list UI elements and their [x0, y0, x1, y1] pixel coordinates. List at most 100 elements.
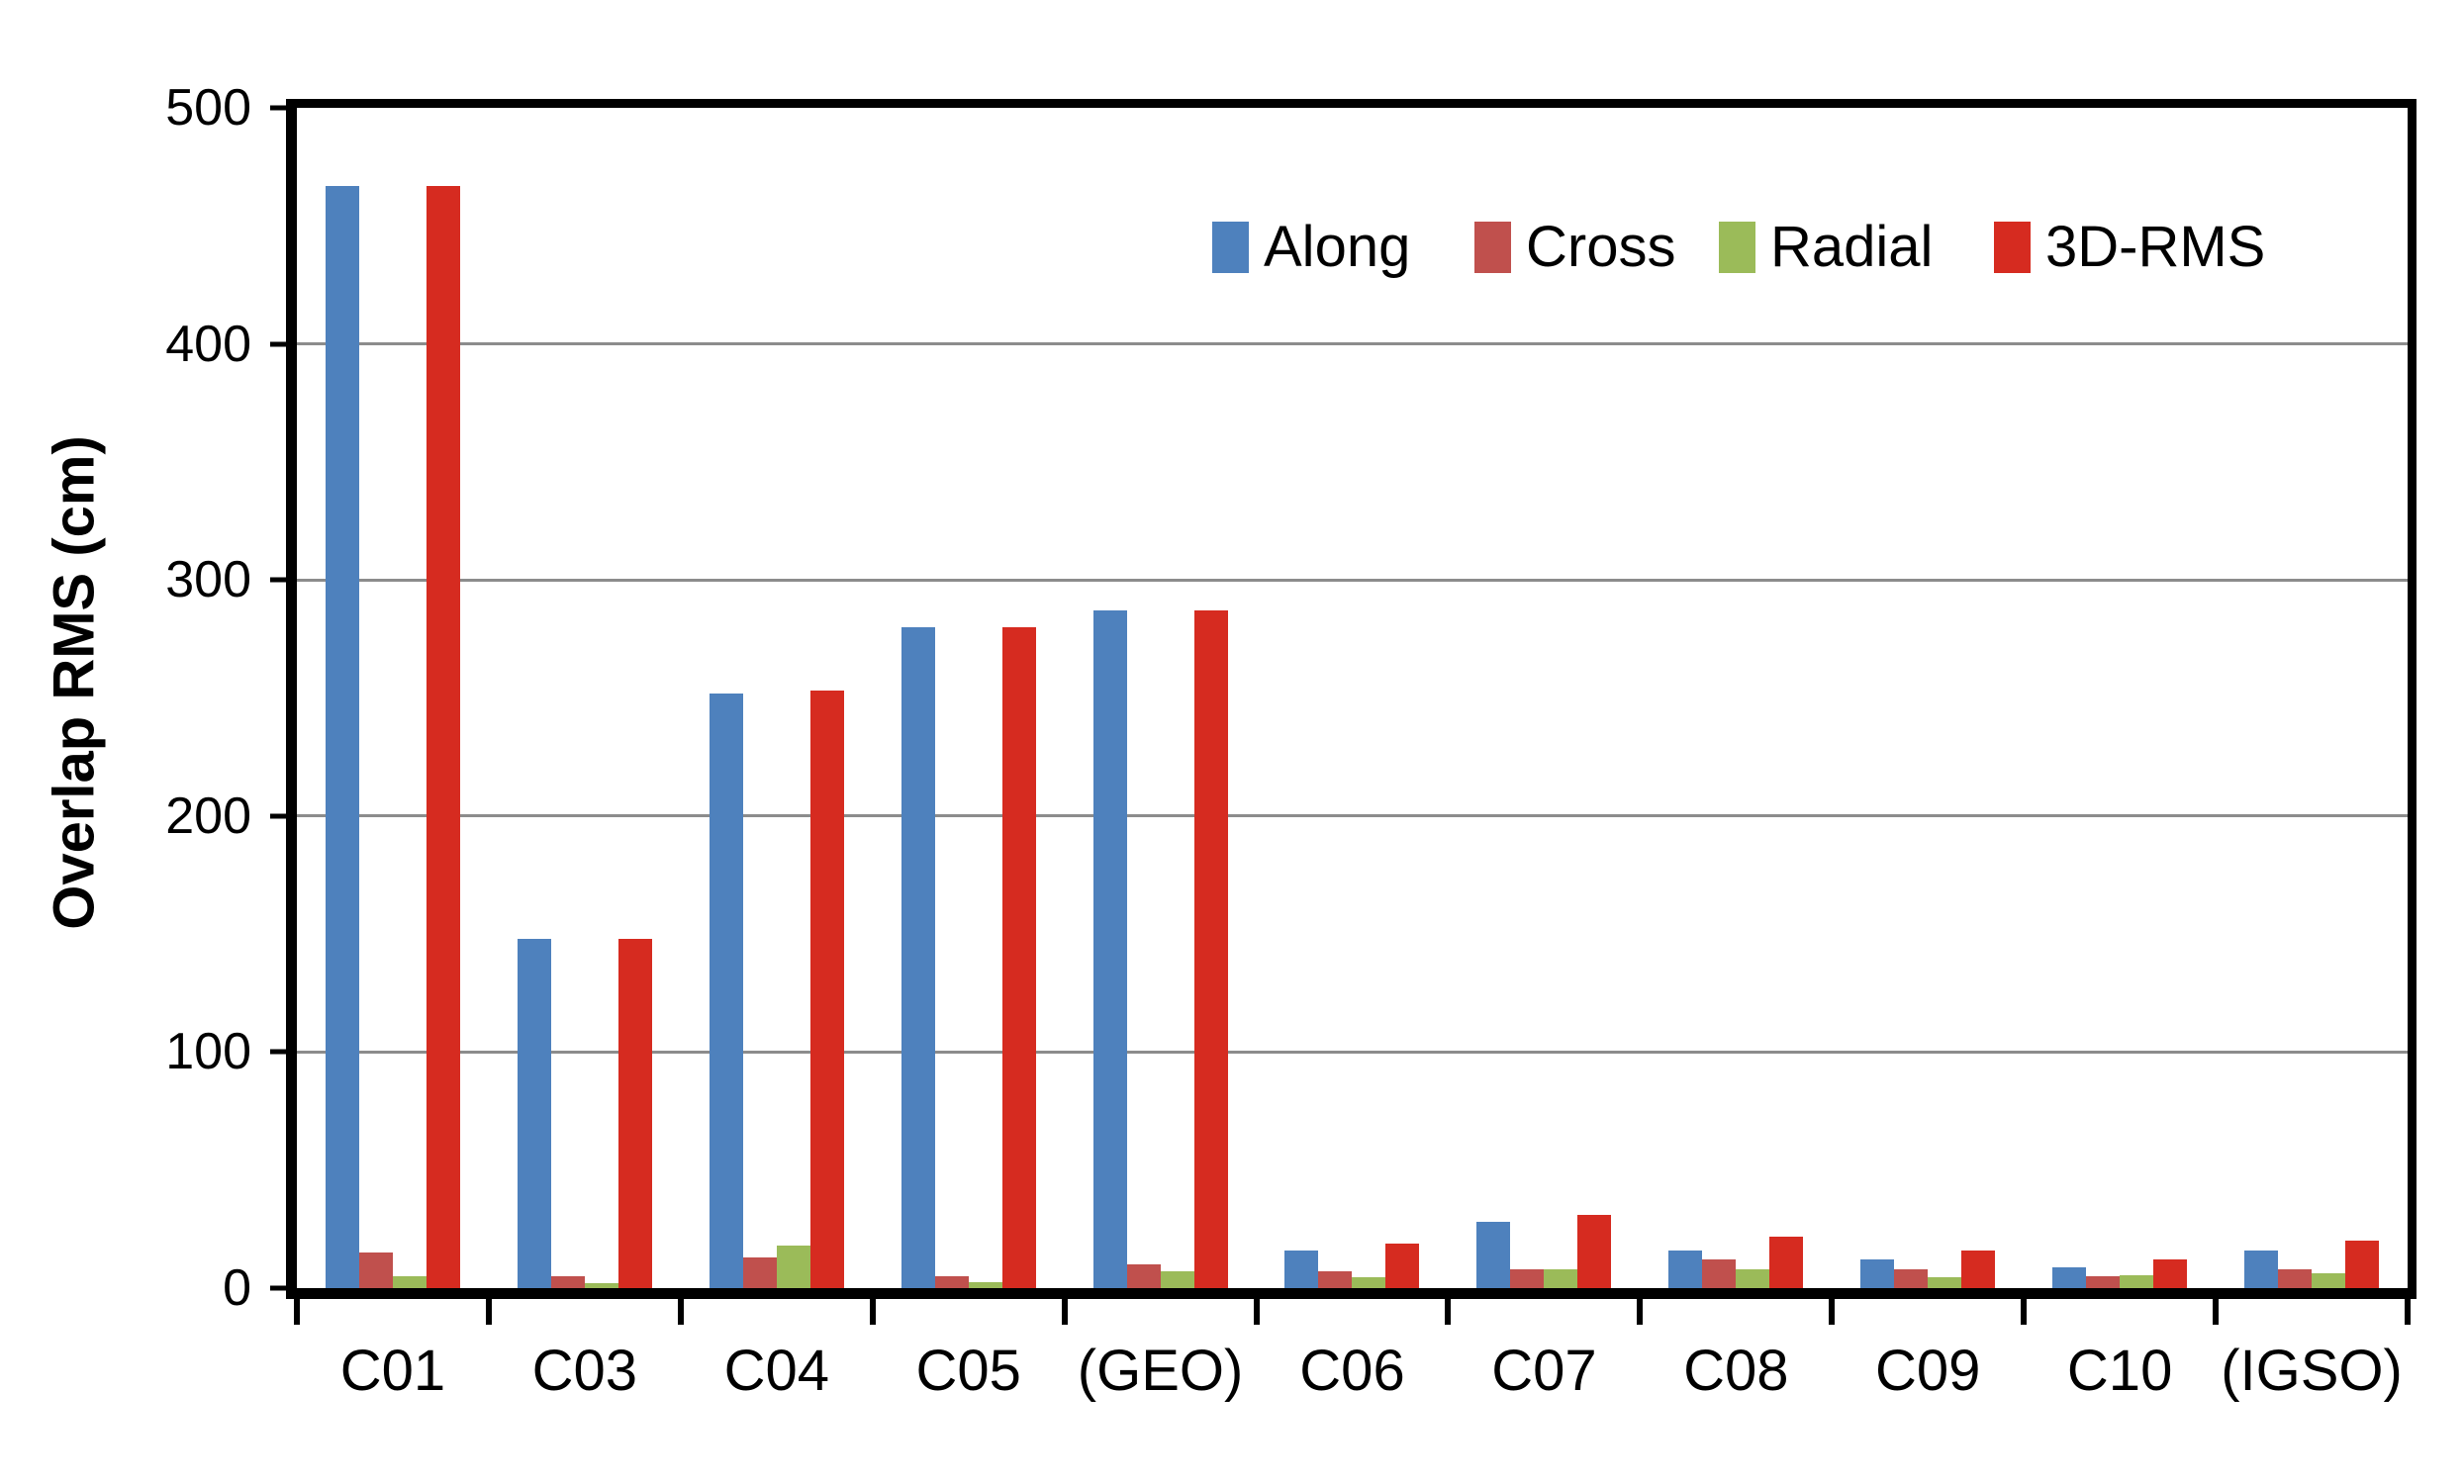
legend-item-cross: Cross: [1474, 219, 1675, 276]
bar-radial-c06: [1352, 1277, 1386, 1288]
bar-radial-c10: [2120, 1274, 2154, 1288]
bar-along-c01: [325, 185, 359, 1288]
bar-along-c06: [1284, 1250, 1319, 1288]
legend-item-along: Along: [1212, 219, 1410, 276]
y-axis-title: Overlap RMS (cm): [42, 435, 107, 930]
x-axis-tick: [485, 1299, 492, 1325]
x-axis-tick: [1637, 1299, 1644, 1325]
x-category-label-c08: C08: [1683, 1339, 1789, 1403]
bar-cross-c04: [742, 1256, 777, 1288]
x-category-label-c06: C06: [1299, 1339, 1405, 1403]
x-category-label-c10: C10: [2066, 1339, 2173, 1403]
bar-group-geo: [1065, 108, 1257, 1288]
y-axis-tick-100: [270, 1049, 286, 1055]
x-axis-tick: [1445, 1299, 1452, 1325]
legend-swatch-cross: [1474, 222, 1511, 273]
y-axis-tick-400: [270, 341, 286, 347]
bar-group-c01: [297, 108, 489, 1288]
bar-cross-c05: [934, 1276, 969, 1288]
bar-3d-rms-c10: [2153, 1259, 2188, 1288]
x-category-label-c09: C09: [1875, 1339, 1981, 1403]
y-tick-label-0: 0: [223, 1259, 251, 1317]
legend-swatch-radial: [1719, 222, 1755, 273]
y-tick-label-200: 200: [165, 787, 251, 845]
plot-area: 0 100 200 300 400 500 C01 C03 C04 C05 (GEO) C06 C07 C…: [165, 82, 2417, 1400]
bar-along-geo: [1092, 610, 1127, 1288]
bar-along-c09: [1860, 1259, 1895, 1288]
bar-along-c04: [709, 693, 743, 1288]
bar-radial-c08: [1736, 1268, 1770, 1288]
bar-3d-rms-c03: [617, 938, 652, 1288]
y-tick-label-100: 100: [165, 1023, 251, 1081]
x-axis-tick: [2213, 1299, 2220, 1325]
x-category-label-c05: C05: [915, 1339, 1021, 1403]
bar-group-igso: [2216, 108, 2408, 1288]
x-category-label-c07: C07: [1491, 1339, 1597, 1403]
bar-group-c05: [873, 108, 1065, 1288]
bar-along-igso: [2244, 1250, 2279, 1288]
bar-3d-rms-geo: [1193, 610, 1228, 1288]
x-category-label-c01: C01: [339, 1339, 446, 1403]
bar-radial-igso: [2312, 1272, 2346, 1288]
bar-group-c10: [2024, 108, 2216, 1288]
y-axis-tick-300: [270, 577, 286, 583]
bar-cross-c08: [1702, 1259, 1737, 1288]
bar-along-c07: [1476, 1222, 1511, 1288]
bar-3d-rms-c04: [809, 691, 844, 1288]
bar-radial-c04: [776, 1246, 810, 1288]
y-tick-label-500: 500: [165, 79, 251, 137]
bar-3d-rms-c06: [1385, 1243, 1420, 1288]
bar-cross-geo: [1126, 1264, 1161, 1288]
bar-3d-rms-c05: [1001, 626, 1036, 1288]
x-category-label-igso: (IGSO): [2221, 1339, 2403, 1403]
bar-3d-rms-c08: [1769, 1236, 1804, 1288]
bar-3d-rms-c01: [426, 185, 460, 1288]
legend-label-along: Along: [1264, 215, 1411, 279]
x-axis-tick: [677, 1299, 684, 1325]
x-axis-tick: [2021, 1299, 2028, 1325]
y-axis-tick-500: [270, 105, 286, 111]
bar-radial-c03: [584, 1283, 618, 1288]
x-category-label-c04: C04: [723, 1339, 829, 1403]
legend-swatch-3d-rms: [1994, 222, 2031, 273]
x-category-label-geo: (GEO): [1077, 1339, 1244, 1403]
bar-radial-c05: [968, 1282, 1002, 1288]
bar-along-c05: [900, 626, 935, 1288]
bar-along-c10: [2052, 1266, 2087, 1288]
legend-item-radial: Radial: [1719, 219, 1933, 276]
gridline-200: [297, 814, 2408, 818]
bar-group-c03: [489, 108, 681, 1288]
bar-group-c04: [681, 108, 873, 1288]
bar-cross-igso: [2278, 1268, 2313, 1288]
bar-radial-geo: [1160, 1271, 1194, 1288]
gridline-100: [297, 1050, 2408, 1054]
x-axis-tick: [294, 1299, 300, 1325]
bar-3d-rms-igso: [2345, 1241, 2380, 1288]
y-tick-label-400: 400: [165, 315, 251, 373]
bar-cross-c06: [1318, 1271, 1353, 1288]
gridline-300: [297, 578, 2408, 582]
legend-label-3d-rms: 3D-RMS: [2045, 215, 2266, 279]
bar-cross-c10: [2086, 1276, 2121, 1288]
legend-label-radial: Radial: [1770, 215, 1934, 279]
bar-group-c08: [1640, 108, 1832, 1288]
legend-swatch-along: [1212, 222, 1249, 273]
bar-radial-c09: [1928, 1277, 1962, 1288]
bar-cross-c01: [358, 1252, 393, 1288]
bar-cross-c03: [550, 1276, 585, 1288]
bar-group-c09: [1832, 108, 2024, 1288]
gridline-400: [297, 342, 2408, 346]
bar-along-c08: [1668, 1250, 1703, 1288]
x-axis-tick: [1253, 1299, 1260, 1325]
x-axis-tick: [1829, 1299, 1836, 1325]
bar-radial-c07: [1544, 1268, 1578, 1288]
y-axis-tick-200: [270, 813, 286, 819]
bar-cross-c09: [1894, 1268, 1929, 1288]
bar-3d-rms-c09: [1961, 1250, 1996, 1288]
legend-item-3d-rms: 3D-RMS: [1994, 219, 2265, 276]
y-tick-label-300: 300: [165, 551, 251, 609]
x-axis-tick: [1061, 1299, 1068, 1325]
bar-radial-c01: [392, 1276, 426, 1288]
bar-along-c03: [517, 938, 551, 1288]
